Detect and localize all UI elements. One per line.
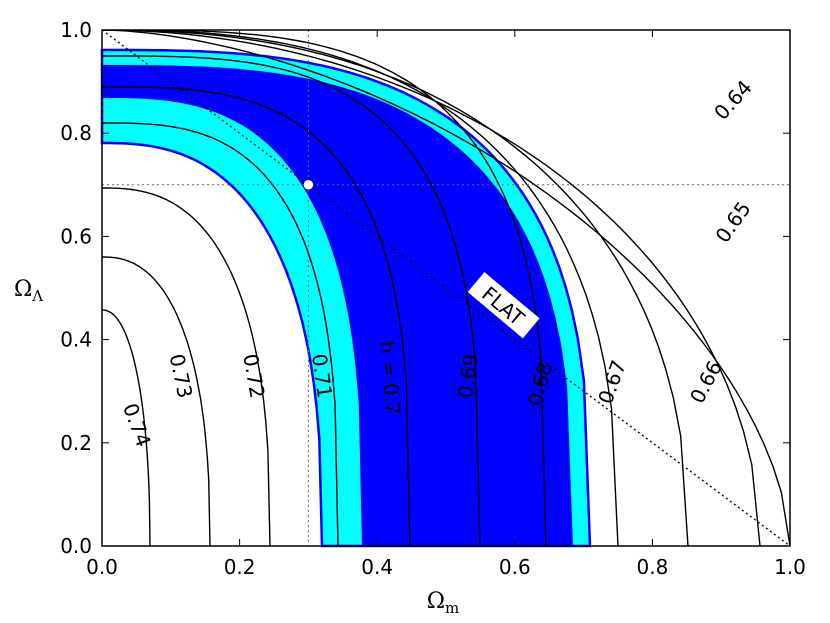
plot-border [101, 29, 791, 547]
x-tick-label: 0.8 [636, 555, 668, 579]
contour-label-group: 0.65 [710, 197, 755, 247]
contour-line-5 [102, 86, 411, 546]
y-tick-label: 0.4 [60, 328, 92, 352]
y-tick-label: 0.6 [60, 224, 92, 248]
plot-frame [101, 29, 791, 547]
guide-lines [101, 29, 791, 547]
flat-label-mask [467, 272, 540, 339]
x-tick-label: 0.4 [361, 555, 393, 579]
contour-label-group: 0.72 [238, 352, 269, 400]
x-tick-label: 0.2 [224, 555, 256, 579]
axis-ticks: 0.0 0.2 0.4 0.6 0.8 1.0 0.0 0.2 0.4 0.6 0.8 1.0 [60, 18, 806, 579]
confidence-region-inner [102, 65, 573, 546]
contour-line-2 [102, 256, 211, 546]
contour-label-group: 0.74 [118, 400, 156, 450]
y-tick-label: 0.2 [60, 431, 92, 455]
x-tick-label: 0.6 [499, 555, 531, 579]
contour-line-8 [102, 30, 619, 546]
contour-line-10 [102, 30, 761, 546]
x-axis-title: Ωm [427, 589, 459, 617]
contour-label-group: 0.64 [709, 75, 757, 124]
contour-line-3 [102, 187, 271, 546]
contour-label-group: 0.66 [685, 357, 727, 408]
contour-label: 0.67 [593, 357, 631, 407]
contour-line-9 [102, 30, 689, 546]
y-axis-title: ΩΛ [14, 277, 43, 305]
contour-line-4 [102, 122, 339, 546]
contour-label-group: 0.67 [593, 357, 631, 407]
x-tick-label: 1.0 [774, 555, 806, 579]
y-tick-label: 0.0 [60, 534, 92, 558]
contour-label-group: 0.73 [165, 352, 198, 401]
contour-line-1 [102, 309, 151, 546]
contour-label: 0.71 [307, 352, 337, 399]
y-tick-label: 1.0 [60, 18, 92, 42]
contour-line-11 [102, 30, 790, 546]
x-tick-label: 0.0 [86, 555, 118, 579]
contour-line-6 [102, 55, 481, 546]
confidence-regions [100, 48, 592, 548]
flat-universe-line [101, 29, 791, 547]
contour-label: 0.74 [118, 400, 156, 450]
fiducial-point [303, 179, 314, 191]
y-tick-label: 0.8 [60, 121, 92, 145]
contour-lines [102, 30, 790, 546]
